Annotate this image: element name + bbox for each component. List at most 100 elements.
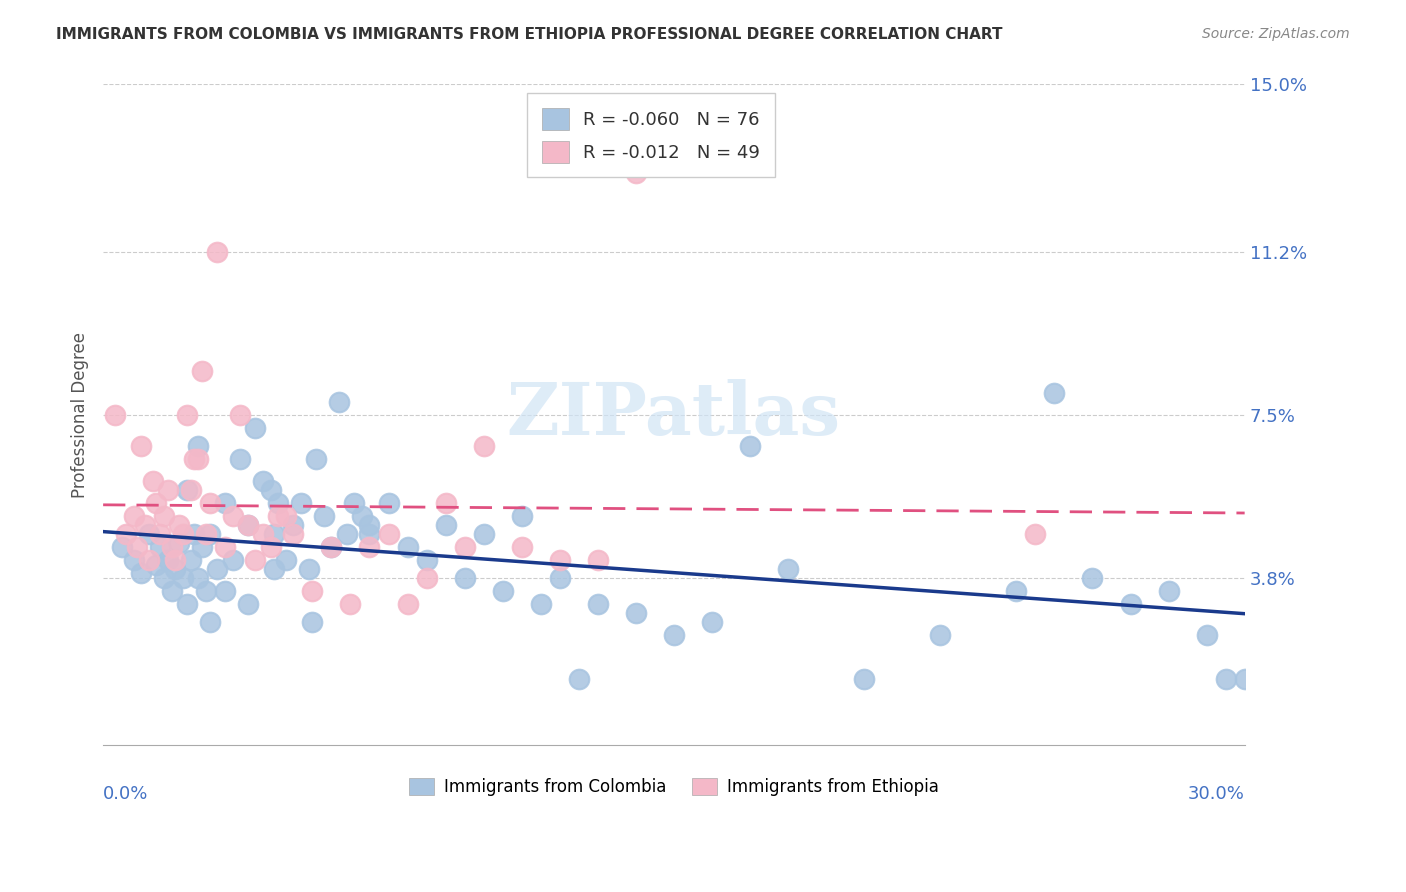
Point [321,540,343,554]
Point [165,553,187,567]
Point [187,439,209,453]
Point [359,518,381,533]
Point [187,571,209,585]
Point [297,562,319,576]
Point [183,526,205,541]
Point [700,615,723,629]
Point [172,526,194,541]
Point [145,558,167,572]
Point [328,394,350,409]
Point [167,535,190,549]
Point [263,562,285,576]
Point [153,509,176,524]
Point [156,483,179,497]
Text: 30.0%: 30.0% [1188,785,1244,803]
Point [180,553,202,567]
Point [180,483,202,497]
Point [586,597,609,611]
Point [776,562,799,576]
Point [194,584,217,599]
Text: Source: ZipAtlas.com: Source: ZipAtlas.com [1202,27,1350,41]
Point [290,496,312,510]
Point [1195,628,1218,642]
Point [624,165,647,179]
Point [492,584,515,599]
Point [1005,584,1028,599]
Point [510,540,533,554]
Point [274,509,297,524]
Point [149,540,172,554]
Point [336,526,359,541]
Point [530,597,553,611]
Point [624,606,647,620]
Point [165,562,187,576]
Point [134,518,156,533]
Point [1119,597,1142,611]
Point [586,553,609,567]
Point [396,597,419,611]
Point [453,540,475,554]
Point [377,526,399,541]
Point [929,628,952,642]
Point [359,540,381,554]
Point [434,496,457,510]
Point [510,509,533,524]
Point [415,571,437,585]
Point [176,597,198,611]
Point [156,553,179,567]
Point [214,540,236,554]
Point [198,526,221,541]
Point [377,496,399,510]
Text: 0.0%: 0.0% [103,785,149,803]
Point [160,540,183,554]
Point [1233,672,1256,686]
Point [229,408,252,422]
Point [245,553,267,567]
Y-axis label: Professional Degree: Professional Degree [72,332,89,498]
Point [122,553,145,567]
Point [191,364,214,378]
Point [1043,385,1066,400]
Point [194,526,217,541]
Point [548,571,571,585]
Point [221,553,243,567]
Point [236,518,259,533]
Point [207,244,229,259]
Point [198,615,221,629]
Point [343,496,366,510]
Point [214,584,236,599]
Point [142,474,165,488]
Point [160,584,183,599]
Point [183,451,205,466]
Text: IMMIGRANTS FROM COLOMBIA VS IMMIGRANTS FROM ETHIOPIA PROFESSIONAL DEGREE CORRELA: IMMIGRANTS FROM COLOMBIA VS IMMIGRANTS F… [56,27,1002,42]
Point [312,509,335,524]
Point [434,518,457,533]
Point [283,518,305,533]
Point [738,439,761,453]
Point [359,526,381,541]
Point [662,628,685,642]
Point [191,540,214,554]
Point [472,439,495,453]
Point [321,540,343,554]
Point [149,526,172,541]
Point [167,518,190,533]
Point [145,496,167,510]
Point [339,597,361,611]
Point [1081,571,1104,585]
Point [274,553,297,567]
Point [252,474,274,488]
Point [129,439,152,453]
Point [259,483,281,497]
Point [187,451,209,466]
Point [568,672,591,686]
Point [301,584,323,599]
Point [138,553,160,567]
Point [236,597,259,611]
Text: ZIPatlas: ZIPatlas [506,379,841,450]
Point [396,540,419,554]
Point [415,553,437,567]
Point [176,408,198,422]
Point [853,672,876,686]
Point [229,451,252,466]
